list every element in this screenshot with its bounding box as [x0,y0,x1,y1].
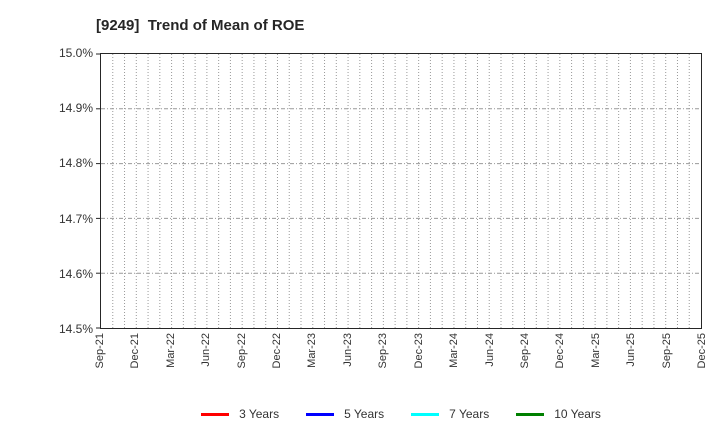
plot-area [96,53,702,329]
x-tick-label: Dec-21 [129,333,142,369]
x-tick-label: Dec-23 [412,333,425,369]
legend-line-swatch [411,412,440,416]
x-tick-label: Dec-24 [554,333,567,369]
legend-label: 3 Years [239,407,280,421]
legend-label: 7 Years [449,407,490,421]
x-tick-label: Jun-24 [483,333,496,367]
x-tick-label: Sep-24 [518,333,531,369]
chart-title: [9249] Trend of Mean of ROE [96,17,305,34]
x-tick-label: Sep-25 [660,333,673,369]
y-tick-label: 14.6% [58,266,93,281]
x-tick-label: Mar-25 [589,333,602,368]
x-tick-label: Jun-22 [200,333,213,367]
legend-line-swatch [201,412,230,416]
y-tick-label: 14.5% [58,322,93,336]
y-tick-label: 14.9% [58,101,93,116]
legend: 3 Years 5 Years 7 Years 10 Years [100,403,702,425]
legend-item-10-years: 10 Years [516,407,601,421]
legend-line-swatch [516,412,545,416]
legend-label: 5 Years [344,407,385,421]
grid-lines [96,53,701,329]
x-tick-label: Dec-22 [271,333,284,369]
x-tick-label: Jun-23 [341,333,354,367]
x-tick-label: Mar-22 [164,333,177,368]
legend-item-5-years: 5 Years [306,407,384,421]
x-tick-label: Jun-25 [625,333,638,367]
legend-label: 10 Years [554,407,601,421]
x-tick-label: Sep-23 [377,333,390,369]
y-tick-label: 15.0% [58,46,93,60]
legend-item-7-years: 7 Years [411,407,489,421]
legend-item-3-years: 3 Years [201,407,279,421]
y-tick-label: 14.7% [58,211,93,226]
x-tick-label: Dec-25 [696,333,708,369]
x-tick-label: Sep-22 [235,333,248,369]
x-tick-label: Sep-21 [94,333,106,369]
y-tick-label: 14.8% [58,156,93,171]
legend-line-swatch [306,412,335,416]
x-tick-label: Mar-23 [306,333,319,368]
x-tick-label: Mar-24 [448,333,461,368]
